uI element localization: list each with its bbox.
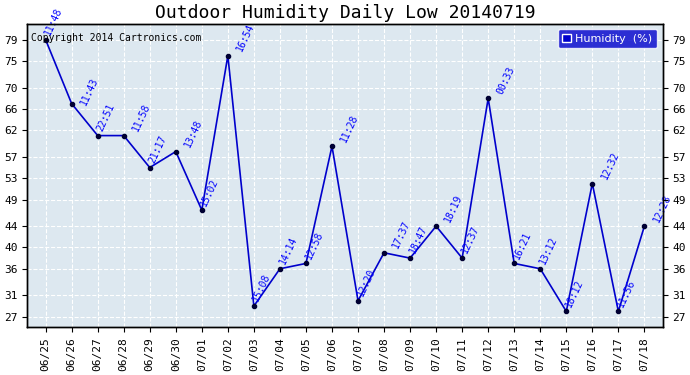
Text: 12:37: 12:37 [460,225,481,255]
Text: 18:19: 18:19 [443,192,464,224]
Text: 13:12: 13:12 [538,235,559,266]
Text: 18:12: 18:12 [564,278,585,309]
Text: 17:37: 17:37 [391,219,413,250]
Text: 11:56: 11:56 [615,278,637,309]
Text: 15:08: 15:08 [251,272,273,303]
Text: 12:20: 12:20 [355,267,377,298]
Text: 11:48: 11:48 [43,6,64,37]
Text: 14:14: 14:14 [277,235,299,266]
Text: 22:51: 22:51 [95,102,117,133]
Text: 00:33: 00:33 [495,64,517,96]
Text: 13:48: 13:48 [183,118,204,149]
Legend: Humidity  (%): Humidity (%) [558,29,657,48]
Text: 11:58: 11:58 [130,102,152,133]
Text: 12:28: 12:28 [651,192,673,224]
Text: 18:47: 18:47 [407,225,428,255]
Text: Copyright 2014 Cartronics.com: Copyright 2014 Cartronics.com [30,33,201,43]
Text: 12:58: 12:58 [303,230,325,261]
Text: 11:43: 11:43 [79,75,100,106]
Text: 12:32: 12:32 [599,150,621,181]
Text: 16:21: 16:21 [511,230,533,261]
Text: 16:54: 16:54 [235,22,256,53]
Text: 21:17: 21:17 [147,134,168,165]
Title: Outdoor Humidity Daily Low 20140719: Outdoor Humidity Daily Low 20140719 [155,4,535,22]
Text: 11:28: 11:28 [339,112,360,144]
Text: 15:02: 15:02 [199,177,221,207]
